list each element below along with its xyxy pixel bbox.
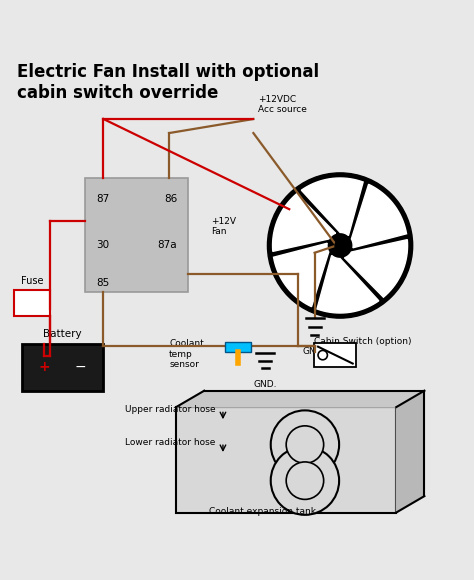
Text: +: + (39, 360, 50, 374)
Bar (15, 290, 50, 316)
Text: 85: 85 (97, 278, 109, 288)
Text: Coolant
temp
sensor: Coolant temp sensor (169, 339, 204, 369)
Circle shape (271, 411, 339, 478)
Text: −: − (75, 360, 86, 374)
Text: Upper radiator hose: Upper radiator hose (125, 405, 215, 414)
Text: Cabin Switch (option): Cabin Switch (option) (314, 337, 412, 346)
Bar (225, 342, 251, 352)
Polygon shape (176, 391, 424, 407)
Polygon shape (345, 240, 408, 297)
Text: 30: 30 (97, 241, 109, 251)
Polygon shape (396, 391, 424, 513)
Bar (314, 343, 356, 367)
Text: GND.: GND. (254, 380, 277, 389)
Polygon shape (317, 256, 379, 313)
Text: GND.: GND. (303, 347, 327, 356)
Polygon shape (351, 184, 407, 248)
Text: Battery: Battery (43, 329, 82, 339)
Text: 87a: 87a (157, 241, 177, 251)
Text: 86: 86 (164, 194, 178, 204)
Text: Electric Fan Install with optional
cabin switch override: Electric Fan Install with optional cabin… (17, 63, 319, 102)
Text: Coolant expansion tank: Coolant expansion tank (209, 507, 316, 516)
Polygon shape (301, 178, 363, 235)
Text: +12VDC
Acc source: +12VDC Acc source (258, 95, 307, 114)
Circle shape (335, 241, 345, 251)
Circle shape (286, 426, 324, 463)
Polygon shape (273, 194, 336, 251)
Bar (21, 344, 103, 391)
Text: Fuse: Fuse (21, 276, 43, 287)
Circle shape (286, 462, 324, 499)
Circle shape (271, 447, 339, 515)
Polygon shape (273, 243, 329, 307)
Circle shape (267, 173, 413, 318)
Circle shape (318, 350, 328, 360)
Text: Lower radiator hose: Lower radiator hose (125, 438, 215, 447)
Bar (85, 177, 188, 292)
Bar (176, 407, 396, 513)
Text: 87: 87 (97, 194, 109, 204)
Text: +12V
Fan: +12V Fan (211, 217, 236, 237)
